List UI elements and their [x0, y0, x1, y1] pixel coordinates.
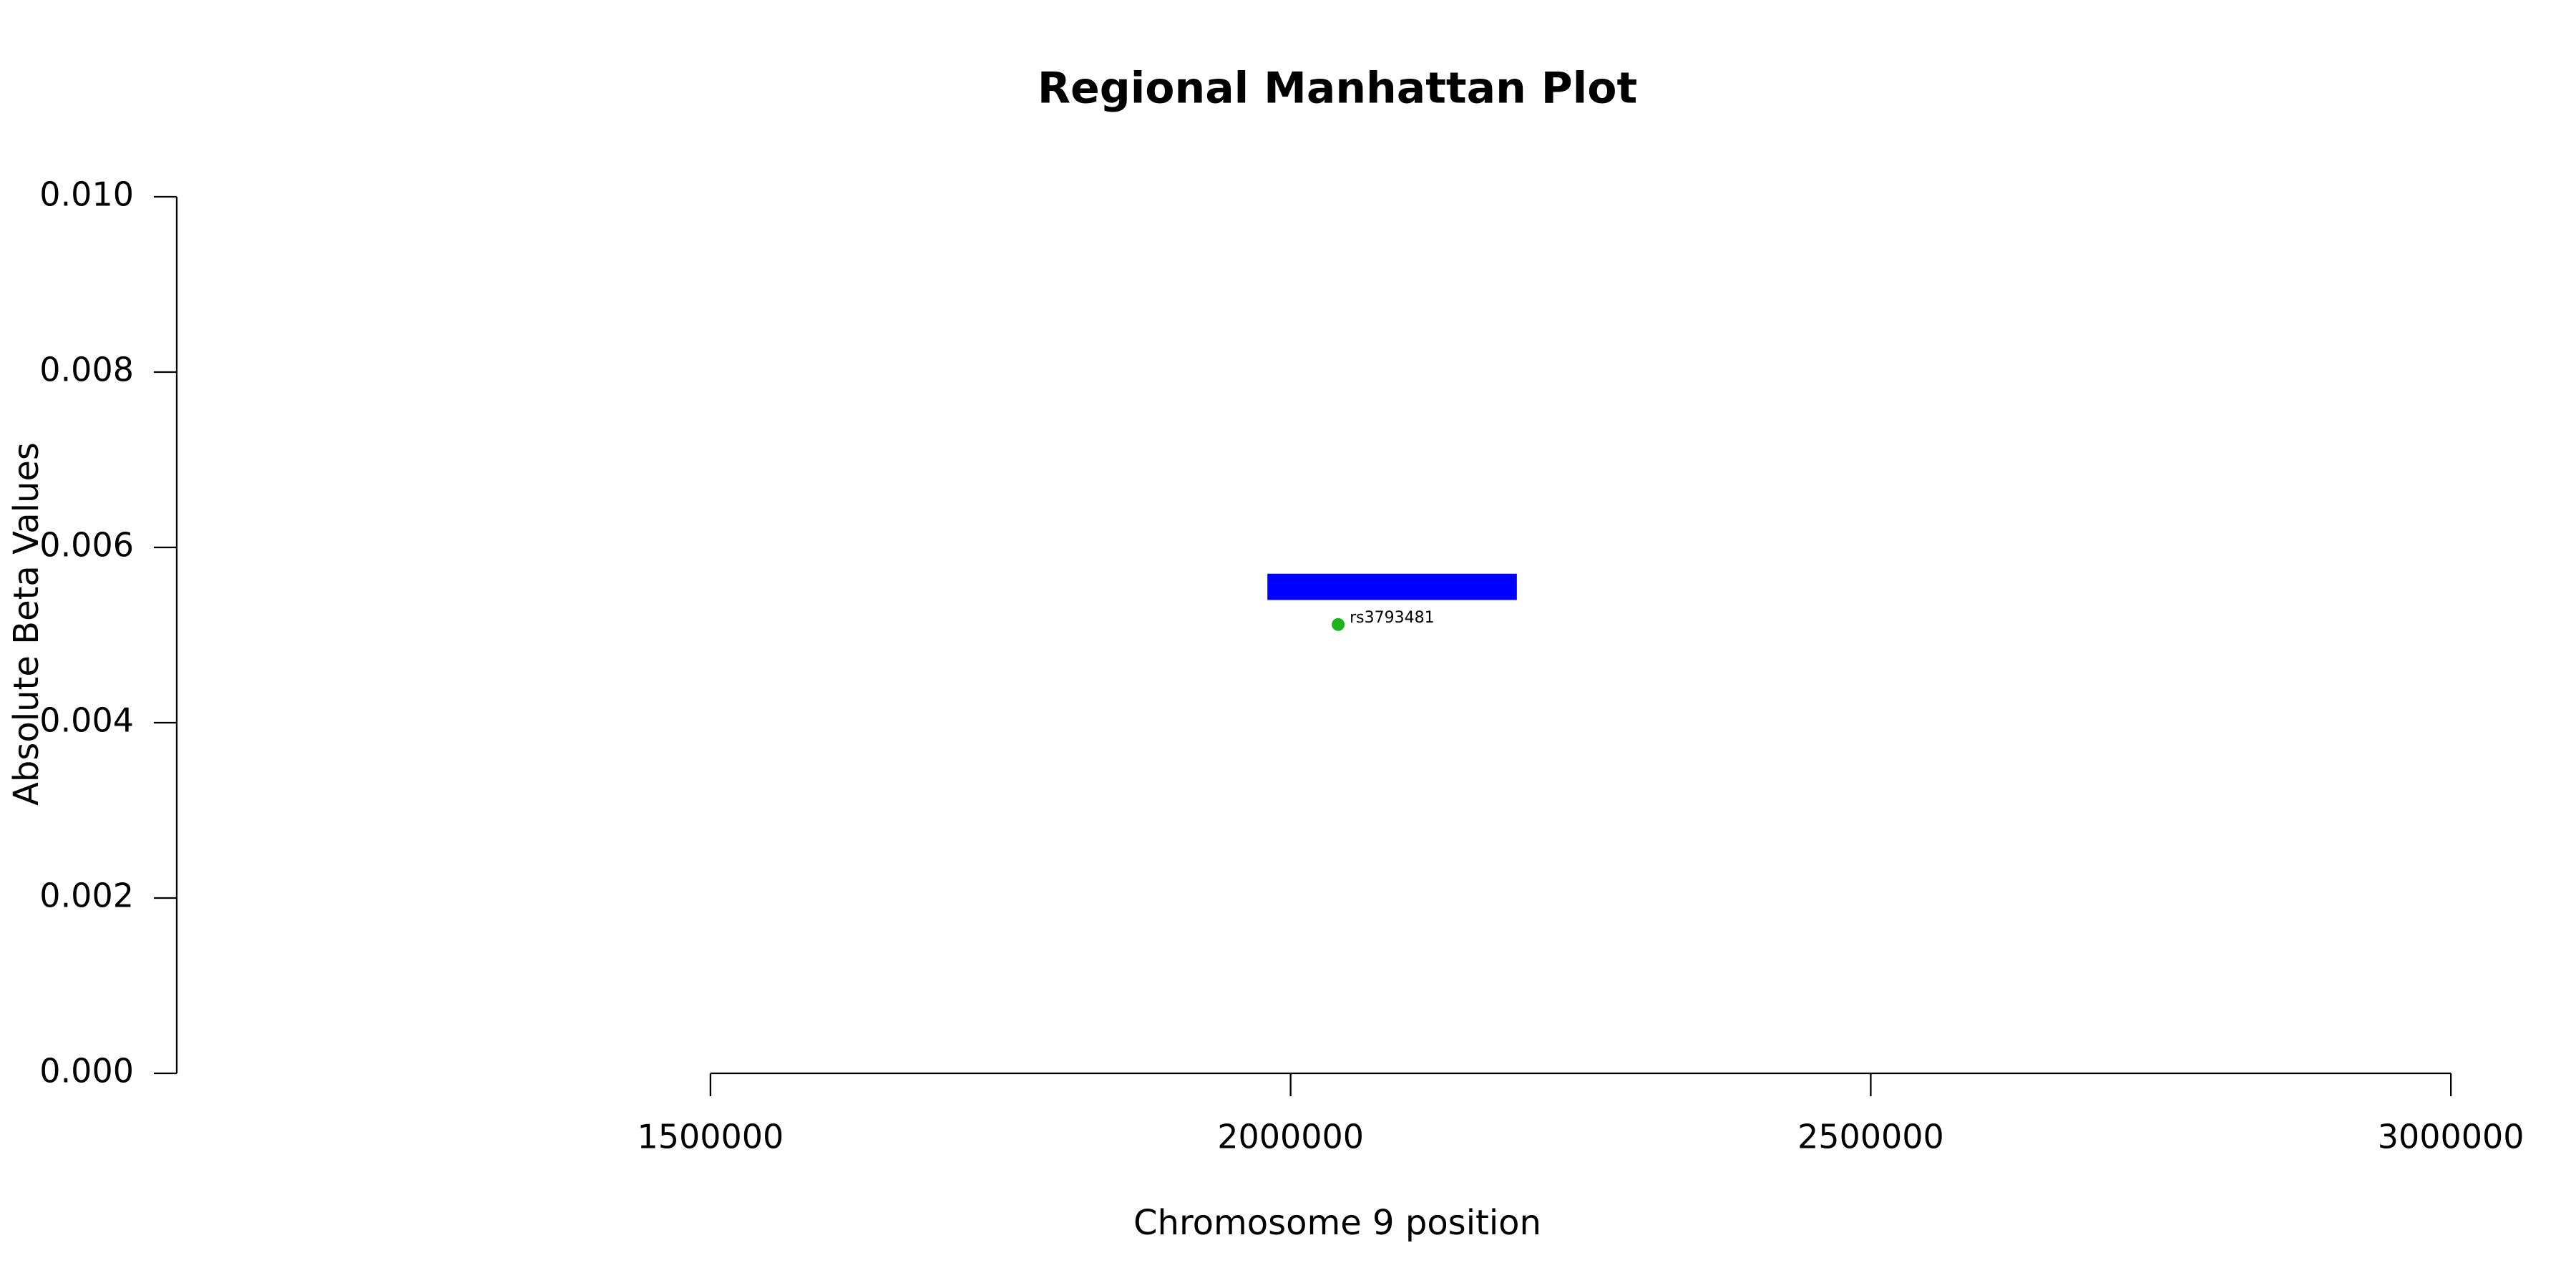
- point-label: rs3793481: [1350, 609, 1435, 627]
- y-tick-label: 0.002: [39, 877, 134, 915]
- y-tick-label: 0.006: [39, 526, 134, 565]
- x-tick-label: 3000000: [2378, 1118, 2524, 1156]
- y-tick-label: 0.000: [39, 1052, 134, 1091]
- point: [1332, 618, 1345, 631]
- y-axis-label: Absolute Beta Values: [6, 442, 47, 806]
- x-tick-label: 1500000: [637, 1118, 784, 1156]
- chart-title: Regional Manhattan Plot: [1038, 64, 1637, 114]
- x-tick-label: 2500000: [1797, 1118, 1944, 1156]
- y-tick-label: 0.010: [39, 175, 134, 214]
- x-tick-label: 2000000: [1217, 1118, 1364, 1156]
- y-tick-label: 0.008: [39, 351, 134, 389]
- y-tick-label: 0.004: [39, 701, 134, 740]
- gene-region: [1267, 573, 1517, 600]
- x-axis-label: Chromosome 9 position: [1133, 1203, 1541, 1243]
